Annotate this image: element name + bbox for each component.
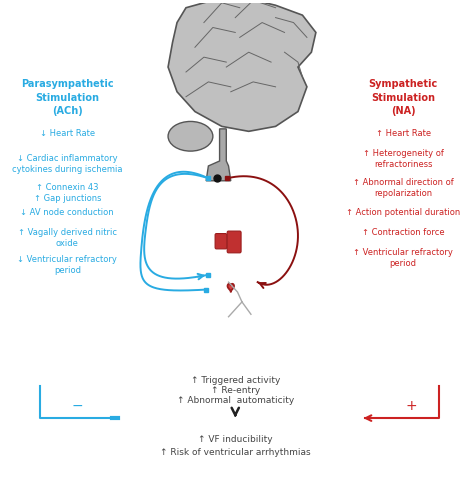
Text: Parasympathetic
Stimulation
(ACh): Parasympathetic Stimulation (ACh): [21, 80, 114, 116]
Polygon shape: [168, 0, 316, 132]
Text: ↑ Vagally derived nitric
oxide: ↑ Vagally derived nitric oxide: [18, 228, 117, 248]
FancyBboxPatch shape: [227, 231, 241, 253]
Text: ↓ AV node conduction: ↓ AV node conduction: [20, 208, 114, 217]
Text: −: −: [72, 399, 83, 412]
Text: ↑ Triggered activity: ↑ Triggered activity: [191, 376, 280, 385]
Text: ↑ Connexin 43
↑ Gap junctions: ↑ Connexin 43 ↑ Gap junctions: [34, 183, 101, 204]
Text: Sympathetic
Stimulation
(NA): Sympathetic Stimulation (NA): [369, 80, 438, 116]
Text: ↑ Ventricular refractory
period: ↑ Ventricular refractory period: [353, 248, 453, 268]
Text: ↑ VF inducibility: ↑ VF inducibility: [198, 436, 273, 444]
Text: ↑ Contraction force: ↑ Contraction force: [362, 228, 445, 237]
Ellipse shape: [168, 122, 213, 151]
Polygon shape: [206, 129, 231, 181]
Text: ↑ Action potential duration: ↑ Action potential duration: [346, 208, 460, 217]
Text: ↓ Heart Rate: ↓ Heart Rate: [40, 129, 95, 138]
Text: ↑ Heterogeneity of
refractoriness: ↑ Heterogeneity of refractoriness: [363, 148, 444, 169]
Text: ↑ Heart Rate: ↑ Heart Rate: [376, 129, 431, 138]
Text: +: +: [405, 399, 417, 412]
Text: ↑ Risk of ventricular arrhythmias: ↑ Risk of ventricular arrhythmias: [160, 448, 310, 457]
Text: ↑ Abnormal direction of
repolarization: ↑ Abnormal direction of repolarization: [353, 178, 454, 199]
Text: ↓ Ventricular refractory
period: ↓ Ventricular refractory period: [18, 255, 117, 275]
Text: ↑ Re-entry: ↑ Re-entry: [210, 386, 260, 395]
Polygon shape: [228, 284, 234, 292]
FancyBboxPatch shape: [215, 234, 227, 249]
Text: ↓ Cardiac inflammatory
cytokines during ischemia: ↓ Cardiac inflammatory cytokines during …: [12, 154, 123, 174]
Text: ↑ Abnormal  automaticity: ↑ Abnormal automaticity: [177, 396, 294, 405]
